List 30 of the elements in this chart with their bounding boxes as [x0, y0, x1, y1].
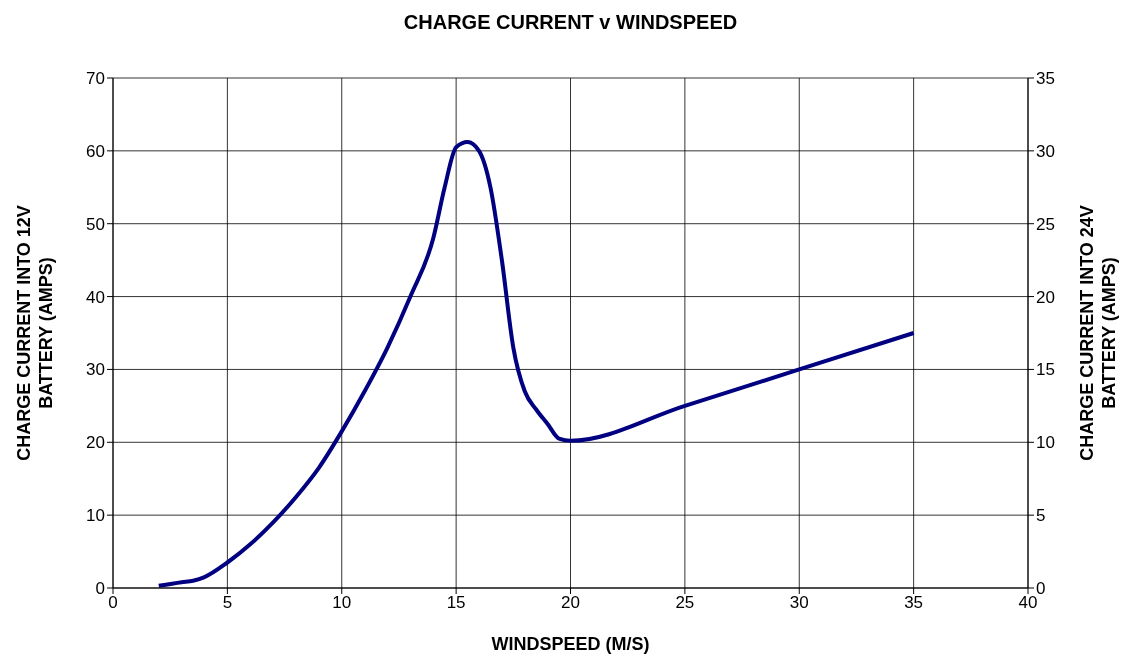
y-tick-label: 60 — [86, 141, 105, 161]
x-tick-label: 0 — [108, 593, 118, 613]
y2-tick-label: 10 — [1036, 433, 1055, 453]
x-tick-label: 30 — [789, 593, 809, 613]
x-tick-label: 40 — [1018, 593, 1038, 613]
x-tick-label: 25 — [675, 593, 695, 613]
y2-tick-label: 35 — [1036, 69, 1055, 89]
y-tick-label: 40 — [86, 287, 105, 307]
y-tick-label: 0 — [95, 579, 105, 599]
y2-tick-label: 25 — [1036, 214, 1055, 234]
y-tick-label: 30 — [86, 360, 105, 380]
line-series — [156, 140, 916, 588]
x-tick-label: 5 — [222, 593, 233, 613]
y2-tick-label: 15 — [1036, 360, 1055, 380]
y2-axis-title: CHARGE CURRENT INTO 24V BATTERY (AMPS) — [1077, 205, 1119, 461]
chart-title: CHARGE CURRENT v WINDSPEED — [402, 10, 739, 35]
x-tick-label: 35 — [904, 593, 924, 613]
y-tick-label: 50 — [86, 214, 105, 234]
x-tick-label: 10 — [332, 593, 352, 613]
y-axis-title: CHARGE CURRENT INTO 12V BATTERY (AMPS) — [14, 205, 56, 461]
x-axis-title: WINDSPEED (M/S) — [491, 634, 650, 654]
x-tick-label: 15 — [446, 593, 466, 613]
y-tick-label: 20 — [86, 433, 105, 453]
y2-tick-label: 20 — [1036, 287, 1055, 307]
x-tick-label: 20 — [561, 593, 580, 613]
y-tick-label: 10 — [86, 506, 105, 526]
y2-tick-label: 5 — [1036, 506, 1046, 526]
y-tick-label: 70 — [86, 69, 105, 89]
y2-tick-label: 30 — [1036, 141, 1055, 161]
y2-tick-label: 0 — [1036, 579, 1046, 599]
